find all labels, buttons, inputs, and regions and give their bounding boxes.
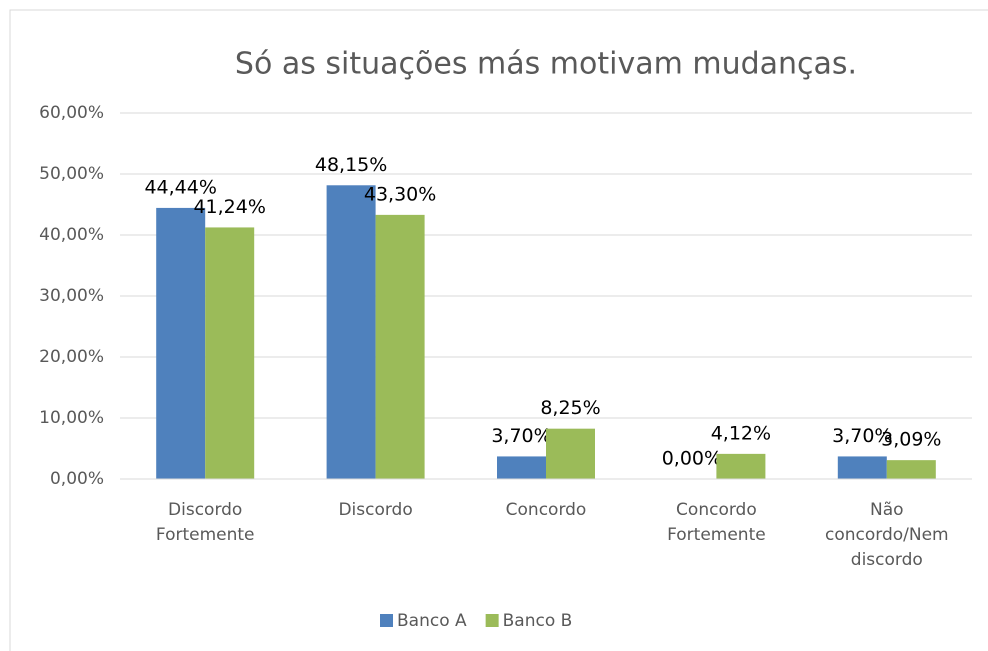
chart-title: Só as situações más motivam mudanças.: [235, 47, 857, 82]
x-tick-label: Discordo Fortemente: [156, 500, 255, 545]
x-tick-line: Concordo: [676, 500, 757, 520]
legend-swatch: [380, 614, 393, 627]
bar: [375, 214, 425, 479]
x-tick-line: Concordo: [506, 500, 587, 520]
bar: [886, 460, 936, 479]
x-tick-line: Fortemente: [667, 525, 766, 545]
x-tick-line: Fortemente: [156, 525, 255, 545]
data-label: 44,44%: [144, 176, 216, 198]
bar: [497, 456, 546, 479]
x-tick-label: Não concordo/Nem discordo: [825, 500, 949, 570]
x-tick-line: discordo: [851, 550, 923, 570]
bar: [546, 428, 595, 479]
data-label: 0,00%: [662, 448, 722, 470]
data-label: 3,70%: [491, 425, 551, 447]
y-tick-label: 60,00%: [39, 103, 104, 123]
y-tick-label: 10,00%: [39, 408, 104, 428]
x-tick-label: Discordo: [338, 500, 412, 520]
data-label: 41,24%: [193, 196, 265, 218]
bar: [205, 227, 255, 479]
x-tick-line: Discordo: [168, 500, 242, 520]
y-tick-label: 40,00%: [39, 225, 104, 245]
data-label: 3,09%: [881, 429, 941, 451]
x-tick-label: Concordo: [506, 500, 587, 520]
legend-swatch: [485, 614, 499, 627]
y-tick-label: 30,00%: [39, 286, 104, 306]
data-label: 48,15%: [315, 154, 387, 176]
bar: [716, 453, 766, 479]
data-label: 43,30%: [364, 183, 436, 205]
y-tick-label: 20,00%: [39, 347, 104, 367]
y-tick-label: 0,00%: [50, 469, 104, 489]
bar: [156, 207, 206, 479]
bar: [326, 185, 376, 479]
x-tick-line: concordo/Nem: [825, 525, 949, 545]
x-tick-line: Discordo: [338, 500, 412, 520]
y-tick-label: 50,00%: [39, 164, 104, 184]
legend-label: Banco A: [397, 611, 467, 631]
legend-label: Banco B: [503, 611, 573, 631]
data-label: 4,12%: [711, 422, 771, 444]
x-tick-line: Não: [870, 500, 904, 520]
bar: [837, 456, 887, 479]
data-label: 8,25%: [540, 397, 600, 419]
data-label: 3,70%: [832, 425, 892, 447]
x-tick-label: Concordo Fortemente: [667, 500, 766, 545]
